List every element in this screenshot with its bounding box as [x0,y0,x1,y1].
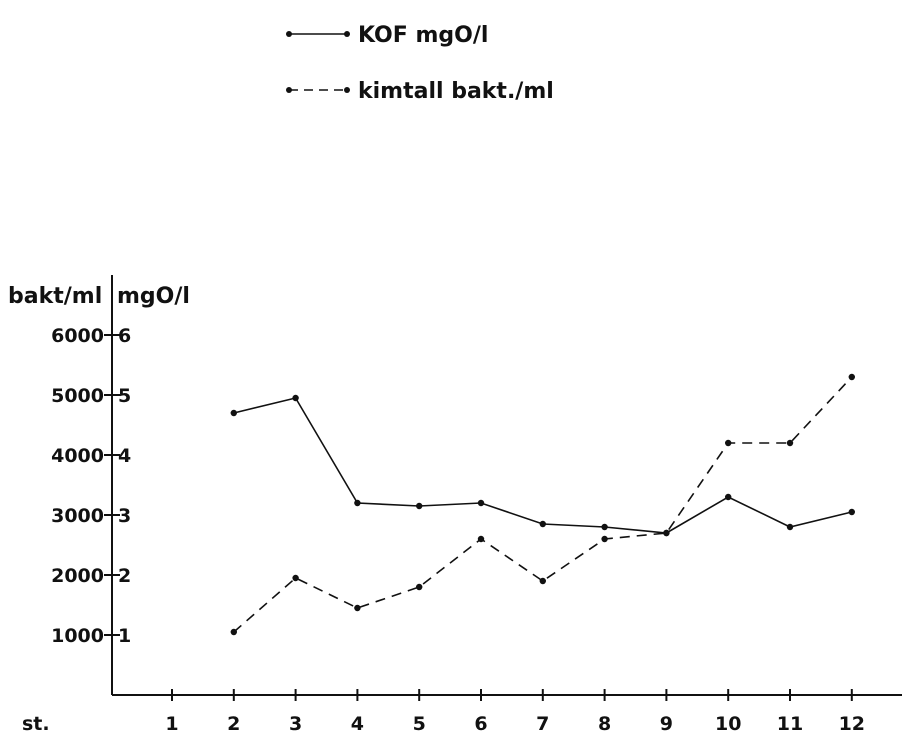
left-axis-title: bakt/ml [8,284,102,309]
legend-label-kimtall: kimtall bakt./ml [358,79,554,104]
x-tick-label: 2 [227,713,240,735]
legend-marker-end [344,31,350,37]
right-axis-title: mgO/l [117,284,190,309]
data-point-kof [230,409,237,417]
x-ticks: st. 1 2 3 4 5 6 7 8 9 10 11 12 [22,689,865,735]
data-point-kimtall [416,583,423,591]
x-tick-label: 9 [660,713,673,735]
data-point-kimtall [477,535,485,543]
y-tick-label-left: 1000 [51,625,104,647]
series [230,373,855,636]
data-point-kimtall [539,577,546,585]
legend-label-kof: KOF mgO/l [358,23,488,48]
data-point-kimtall [601,535,608,543]
data-point-kof [477,499,485,507]
data-point-kimtall [725,439,732,447]
x-tick-label: 11 [777,713,803,735]
data-point-kimtall [354,604,361,612]
y-tick-label-left: 6000 [51,325,104,347]
x-tick-label: 3 [289,713,302,735]
y-tick-label-left: 4000 [51,445,104,467]
y-tick-label-left: 3000 [51,505,104,527]
legend-entry-kimtall: kimtall bakt./ml [286,79,554,104]
x-tick-label: 6 [474,713,487,735]
data-point-kof [601,523,608,531]
data-point-kimtall [848,373,855,381]
y-tick-label-right: 6 [118,325,131,347]
series-line-kimtall [233,376,853,633]
y-tick-label-right: 5 [118,385,131,407]
data-point-kof [848,508,855,516]
y-tick-label-left: 2000 [51,565,104,587]
x-tick-label: 5 [413,713,426,735]
data-point-kof [354,499,361,507]
data-point-kof [725,493,732,501]
y-tick-label-right: 4 [118,445,131,467]
legend-marker-start [286,87,292,93]
legend: KOF mgO/l kimtall bakt./ml [286,23,554,104]
data-point-kof [539,520,546,528]
x-axis-prefix: st. [22,713,50,735]
data-point-kimtall [663,529,670,537]
x-tick-label: 1 [165,713,178,735]
y-tick-label-left: 5000 [51,385,104,407]
legend-marker-end [344,87,350,93]
data-point-kimtall [230,628,237,636]
data-point-kimtall [786,439,794,447]
x-tick-label: 8 [598,713,611,735]
series-line-kof [233,397,852,534]
legend-marker-start [286,31,292,37]
x-tick-label: 7 [536,713,549,735]
y-tick-label-right: 2 [118,565,131,587]
legend-entry-kof: KOF mgO/l [286,23,488,48]
data-point-kof [416,502,423,510]
y-ticks: 1000 1 2000 2 3000 3 4000 4 5000 5 6000 6 [51,325,131,647]
data-point-kimtall [292,574,299,582]
x-tick-label: 12 [839,713,865,735]
y-tick-label-right: 1 [118,625,131,647]
data-point-kof [292,394,299,402]
x-tick-label: 10 [715,713,741,735]
data-point-kof [786,523,794,531]
y-tick-label-right: 3 [118,505,131,527]
x-tick-label: 4 [351,713,364,735]
